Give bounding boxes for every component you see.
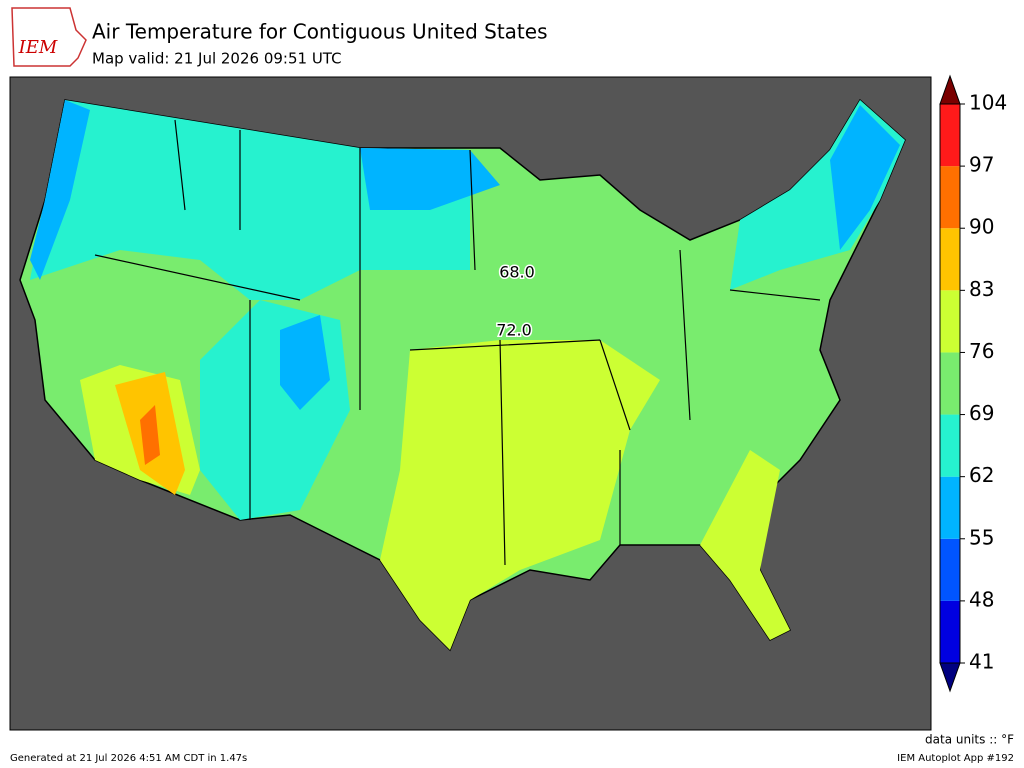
colorbar-frame: [939, 103, 961, 664]
colorbar-bin: [940, 414, 960, 477]
colorbar-tick-label: 97: [969, 153, 994, 177]
colorbar-tick-label: 83: [969, 277, 994, 301]
cold-region-maine: [830, 105, 900, 250]
contour-label: 72.0: [496, 321, 532, 340]
logo-outline: [11, 7, 87, 67]
colorbar-bin: [940, 104, 960, 167]
map: 68.0 72.0: [9, 76, 932, 731]
state-borders: [94, 119, 821, 566]
warm-region-south: [380, 340, 660, 650]
colorbar-tick-label: 104: [969, 91, 1007, 115]
cold-region-dakota: [360, 148, 500, 210]
subtitle: Map valid: 21 Jul 2026 09:51 UTC: [92, 50, 342, 68]
logo-text: IEM: [18, 37, 58, 58]
cold-region-coast: [30, 100, 90, 280]
generated-note: Generated at 21 Jul 2026 4:51 AM CDT in …: [10, 753, 247, 764]
colorbar-tick-label: 62: [969, 463, 994, 487]
colorbar-bin: [940, 476, 960, 539]
data-units: data units :: °F: [925, 733, 1014, 747]
title: Air Temperature for Contiguous United St…: [92, 20, 548, 44]
colorbar-tick-label: 76: [969, 339, 994, 363]
cold-region-colorado: [280, 315, 330, 410]
colorbar-tick-label: 69: [969, 401, 994, 425]
logo: IEM: [11, 7, 87, 67]
warm-region-florida: [620, 450, 790, 640]
colorbar-tick-label: 55: [969, 525, 994, 549]
colorbar-bin: [940, 352, 960, 415]
colorbar-tick-label: 41: [969, 650, 994, 674]
colorbar-bin: [940, 290, 960, 353]
colorbar-bin: [940, 600, 960, 663]
contour-label: 68.0: [499, 263, 535, 282]
colorbar-bin: [940, 228, 960, 291]
app-label: IEM Autoplot App #192: [897, 753, 1014, 764]
colorbar-bin: [940, 166, 960, 229]
colorbar: 41 48 55 62 69 76 83 90 97 104: [939, 74, 1007, 693]
colorbar-bin: [940, 538, 960, 601]
colorbar-tick-label: 90: [969, 215, 994, 239]
very-hot-region: [140, 405, 160, 465]
colorbar-tick-label: 48: [969, 587, 994, 611]
